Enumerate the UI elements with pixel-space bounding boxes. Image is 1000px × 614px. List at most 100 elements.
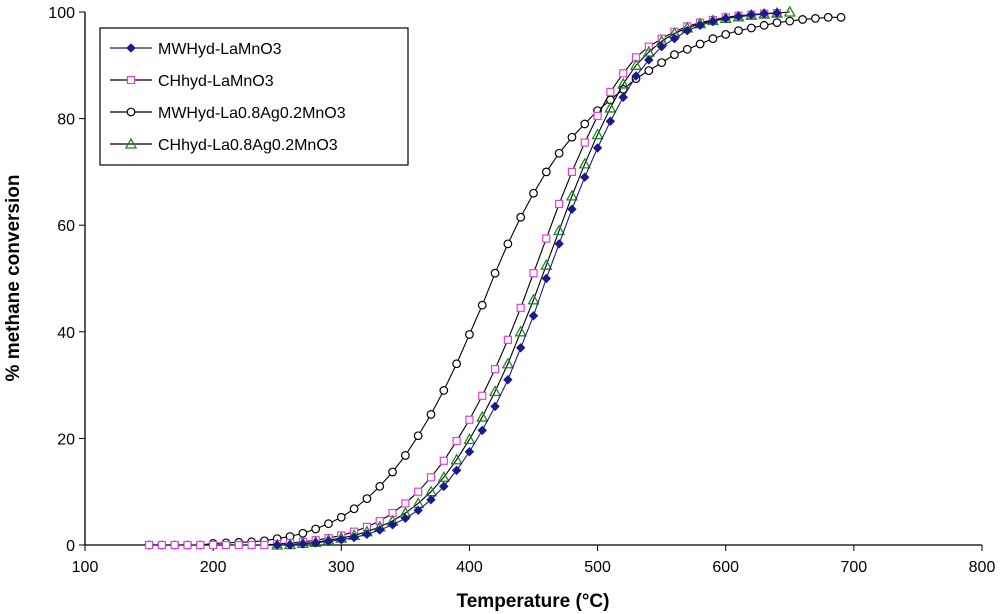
legend-label: CHhyd-LaMnO3: [158, 73, 274, 90]
data-point: [772, 18, 782, 28]
data-point: [606, 87, 615, 97]
data-point: [529, 188, 538, 198]
data-point: [798, 15, 807, 24]
data-point: [234, 540, 243, 550]
data-point: [375, 481, 385, 491]
legend: MWHyd-LaMnO3 CHhyd-LaMnO3 MWHyd-La0.8Ag0.2…: [99, 27, 409, 166]
data-point: [604, 101, 617, 113]
data-point: [362, 529, 372, 540]
series-CHhyd-La0.8Ag0.2MnO3: [271, 5, 796, 550]
data-point: [605, 116, 616, 126]
data-point: [323, 536, 334, 546]
data-point: [439, 456, 448, 465]
data-point: [490, 401, 500, 412]
data-point: [452, 436, 461, 446]
legend-marker-triangle: [124, 137, 138, 149]
data-point: [578, 157, 591, 169]
data-point: [515, 343, 526, 353]
data-point: [516, 303, 525, 312]
data-point: [591, 128, 604, 140]
data-point: [528, 311, 539, 321]
x-tick-label: 300: [328, 559, 355, 576]
y-tick-label: 80: [57, 112, 75, 129]
data-point: [477, 425, 487, 436]
data-point: [733, 11, 744, 21]
x-tick-label: 200: [200, 559, 227, 576]
data-point: [426, 494, 436, 505]
legend-box: [99, 27, 409, 166]
data-point: [413, 431, 423, 441]
data-point: [450, 453, 463, 465]
series-MWHyd-LaMnO3: [272, 8, 782, 550]
data-point: [721, 29, 731, 39]
y-tick-label: 0: [66, 538, 75, 555]
data-point: [272, 540, 282, 550]
data-point: [503, 335, 512, 344]
data-point: [785, 16, 795, 26]
x-tick-label: 100: [72, 559, 99, 576]
data-point: [465, 330, 474, 339]
data-point: [592, 143, 603, 153]
x-tick-label: 600: [712, 559, 739, 576]
data-point: [426, 473, 436, 482]
data-point: [437, 470, 450, 482]
data-point: [529, 269, 538, 278]
data-point: [540, 258, 553, 270]
data-point: [490, 268, 500, 278]
data-point: [144, 540, 154, 550]
data-point: [567, 167, 577, 176]
data-point: [527, 293, 540, 305]
data-point: [439, 481, 449, 492]
x-tick-label: 500: [584, 559, 611, 576]
data-point: [734, 26, 743, 36]
data-point: [516, 212, 526, 222]
data-point: [629, 58, 643, 70]
legend-label: MWHyd-La0.8Ag0.2MnO3: [158, 105, 346, 122]
data-point: [644, 55, 654, 65]
data-point: [501, 357, 514, 369]
data-point: [465, 415, 474, 424]
data-point: [541, 273, 552, 284]
data-point: [682, 25, 692, 36]
data-point: [746, 9, 757, 20]
data-point: [477, 300, 487, 310]
x-tick-label: 700: [841, 559, 868, 576]
data-point: [414, 487, 423, 496]
data-point: [670, 50, 679, 60]
data-point: [478, 391, 487, 400]
data-point: [619, 69, 628, 78]
data-point: [554, 239, 564, 249]
data-point: [362, 494, 372, 504]
data-point: [464, 447, 475, 457]
legend-label: MWHyd-LaMnO3: [158, 41, 282, 58]
data-point: [514, 325, 527, 337]
data-point: [221, 540, 231, 550]
data-point: [695, 39, 705, 49]
data-point: [439, 386, 449, 395]
data-point: [656, 41, 667, 52]
data-point: [400, 513, 411, 524]
data-point: [336, 512, 346, 522]
legend-marker-diamond: [126, 43, 136, 53]
data-point: [413, 505, 423, 516]
data-point: [324, 519, 333, 529]
data-point: [157, 540, 166, 550]
data-point: [580, 138, 589, 147]
data-point: [503, 375, 513, 385]
legend-marker-square: [126, 75, 136, 85]
data-point: [695, 20, 705, 31]
x-axis-label: Temperature (°C): [457, 591, 610, 612]
data-point: [669, 33, 680, 44]
data-point: [542, 234, 551, 243]
data-point: [657, 58, 667, 68]
data-point: [682, 44, 692, 54]
legend-label: CHhyd-La0.8Ag0.2MnO3: [158, 137, 338, 154]
data-point: [783, 5, 796, 17]
data-point: [196, 540, 205, 550]
data-point: [349, 532, 359, 543]
data-point: [555, 199, 564, 208]
data-point: [708, 16, 718, 27]
data-point: [567, 132, 577, 142]
data-point: [375, 525, 385, 535]
data-point: [426, 410, 436, 419]
